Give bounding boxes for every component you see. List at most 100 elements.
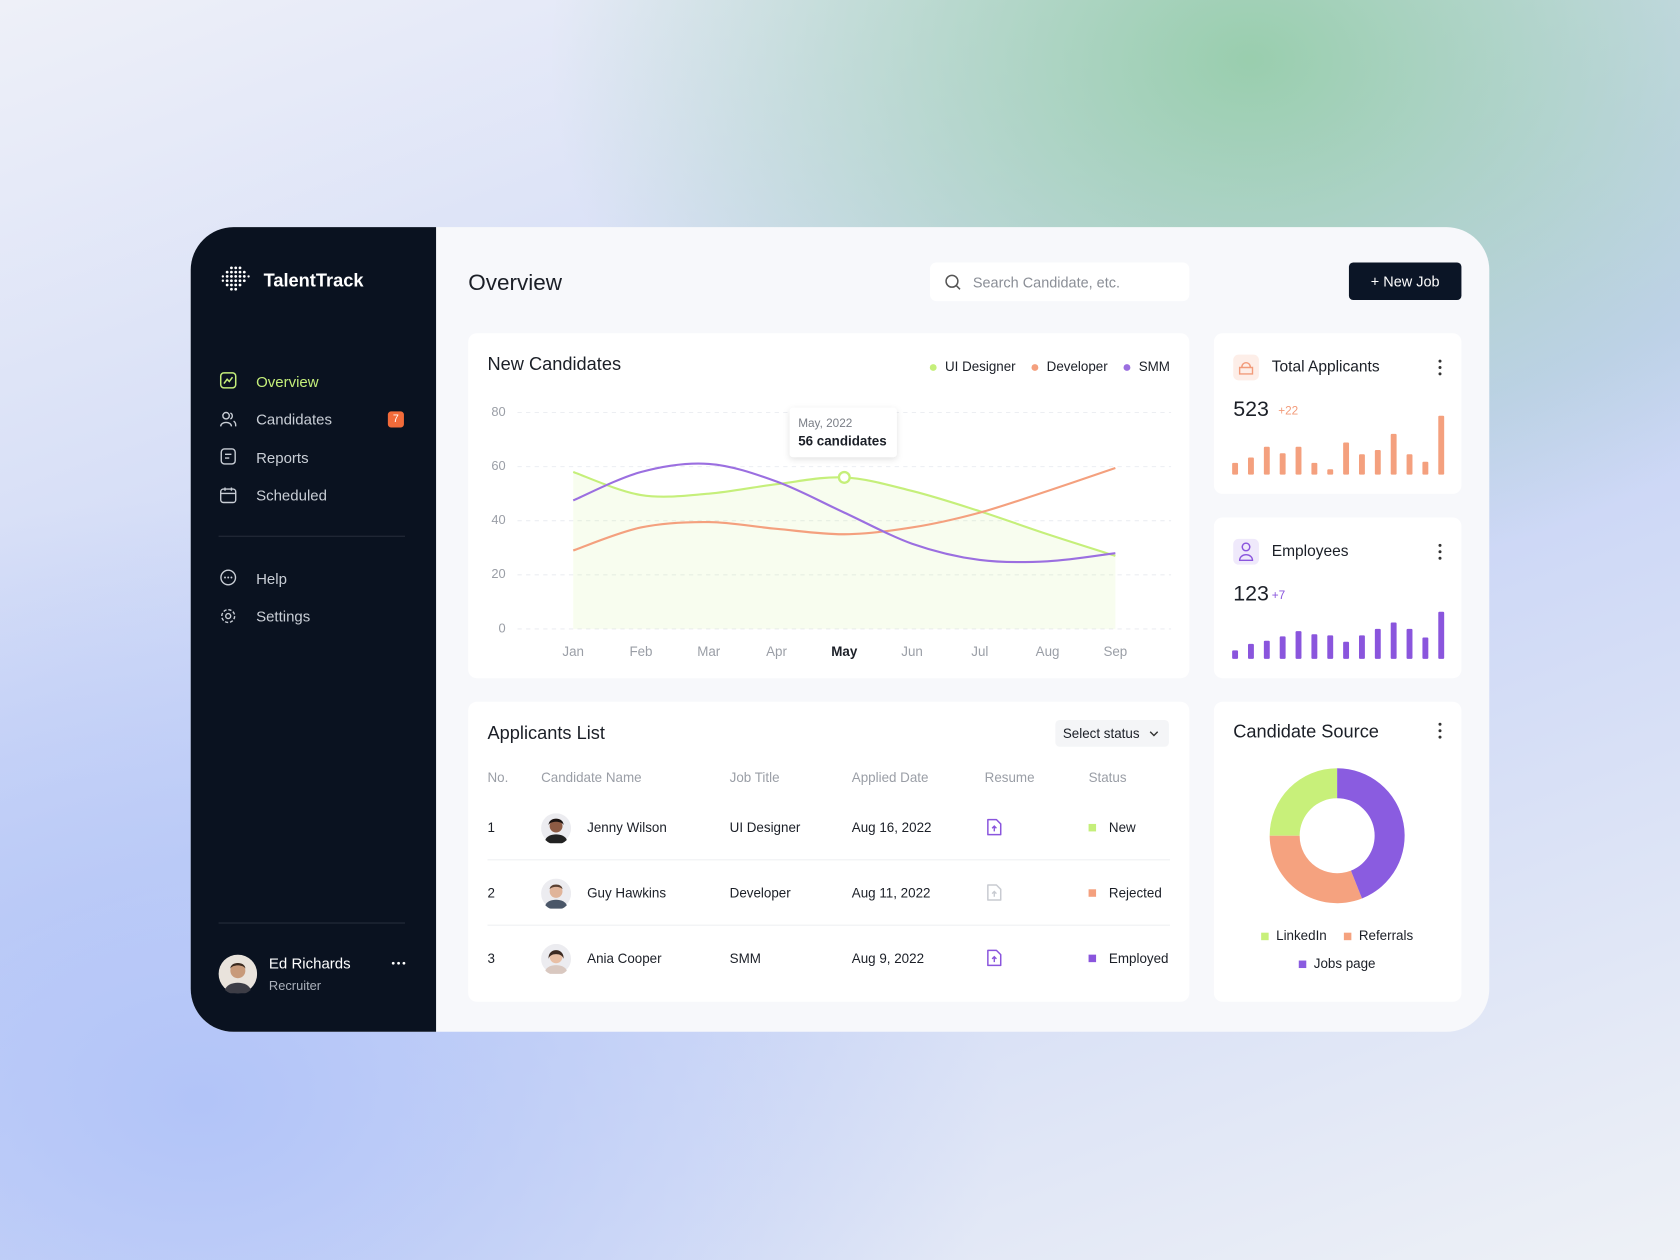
donut-segment bbox=[1269, 835, 1362, 904]
bar bbox=[1390, 433, 1397, 475]
nav-icon bbox=[220, 411, 237, 427]
candidate-avatar bbox=[541, 813, 572, 844]
card-menu[interactable] bbox=[1438, 722, 1442, 739]
job-title: UI Designer bbox=[729, 820, 801, 836]
candidate-avatar bbox=[541, 878, 572, 909]
y-tick-label: 0 bbox=[499, 620, 506, 635]
bar bbox=[1327, 469, 1334, 475]
row-divider bbox=[487, 859, 1171, 861]
donut-segment bbox=[1269, 768, 1338, 836]
area bbox=[573, 472, 1116, 629]
nav-item[interactable]: Reports bbox=[256, 448, 309, 467]
resume-icon[interactable] bbox=[985, 883, 1004, 902]
y-tick-label: 60 bbox=[491, 458, 505, 473]
x-tick-label: Jul bbox=[971, 644, 988, 659]
nav-icon bbox=[220, 487, 237, 504]
bar bbox=[1438, 611, 1445, 659]
chevron bbox=[1149, 731, 1159, 737]
nav-item[interactable]: Overview bbox=[256, 372, 319, 391]
row-number: 1 bbox=[487, 820, 495, 836]
bar-chart: Employees 123 +7 bbox=[1232, 538, 1445, 659]
legend-swatch bbox=[1261, 932, 1269, 941]
x-tick-label: Feb bbox=[629, 644, 652, 659]
search-box[interactable] bbox=[930, 262, 1190, 302]
row-number: 3 bbox=[487, 951, 495, 967]
nav-icon bbox=[221, 608, 236, 624]
bar bbox=[1248, 457, 1254, 475]
bar bbox=[1374, 450, 1381, 475]
legend-dot bbox=[1123, 364, 1131, 371]
bar bbox=[1438, 415, 1445, 475]
legend-label: LinkedIn bbox=[1276, 928, 1327, 943]
bar bbox=[1390, 622, 1397, 659]
user-name: Ed Richards bbox=[268, 954, 351, 972]
chart-title: New Candidates bbox=[488, 354, 622, 374]
brand-name: TalentTrack bbox=[263, 270, 364, 291]
column-header: No. bbox=[487, 770, 509, 786]
bar-chart: Total Applicants 523 +22 bbox=[1232, 354, 1445, 475]
nav-badge-count: 7 bbox=[392, 413, 399, 426]
page-title: Overview bbox=[468, 270, 562, 296]
bar bbox=[1359, 454, 1365, 475]
new-job-button[interactable] bbox=[1348, 262, 1462, 301]
x-tick-label: Sep bbox=[1103, 644, 1127, 659]
resume-icon[interactable] bbox=[985, 948, 1004, 967]
legend-row: Jobs page bbox=[1298, 956, 1376, 971]
user-menu[interactable] bbox=[390, 959, 407, 968]
legend-swatch bbox=[1343, 932, 1352, 941]
bar bbox=[1263, 640, 1270, 659]
line-chart: New Candidates 0 20 40 60 80 Jan Feb Mar Apr May J… bbox=[488, 354, 1172, 659]
job-title: Developer bbox=[729, 885, 791, 901]
line bbox=[572, 462, 1116, 564]
tooltip-title: May, 2022 bbox=[798, 417, 852, 430]
nav-icon bbox=[220, 569, 237, 586]
column-header: Job Title bbox=[729, 770, 780, 786]
nav-item[interactable]: Settings bbox=[256, 607, 311, 625]
applicants-card bbox=[468, 701, 1190, 1002]
status-select[interactable] bbox=[1055, 720, 1169, 747]
candidate-avatar bbox=[541, 943, 572, 974]
status: Employed bbox=[1108, 951, 1169, 967]
donut-chart: Candidate Source LinkedIn Referrals Jobs p… bbox=[1233, 722, 1442, 971]
user-avatar bbox=[218, 954, 258, 994]
bar bbox=[1406, 454, 1413, 475]
bar bbox=[1327, 635, 1334, 659]
bar bbox=[1311, 634, 1318, 659]
table-title: Applicants List bbox=[487, 722, 605, 744]
search-placeholder: Search Candidate, etc. bbox=[972, 274, 1121, 291]
legend-dot bbox=[1031, 364, 1039, 371]
y-tick-label: 20 bbox=[491, 566, 505, 581]
sidebar bbox=[190, 227, 437, 1032]
nav-item[interactable]: Help bbox=[256, 570, 287, 588]
candidate-name: Guy Hawkins bbox=[587, 885, 667, 901]
bar bbox=[1374, 628, 1381, 659]
highlight-point bbox=[837, 470, 851, 484]
legend-label: Jobs page bbox=[1314, 956, 1376, 971]
search-icon bbox=[945, 274, 961, 290]
resume-icon[interactable] bbox=[985, 818, 1004, 837]
nav-icon bbox=[219, 372, 237, 389]
card-icon bbox=[1238, 361, 1254, 375]
legend-swatch bbox=[1298, 960, 1307, 969]
y-tick-label: 80 bbox=[491, 404, 505, 419]
line bbox=[572, 466, 1116, 552]
job-title: SMM bbox=[729, 951, 761, 967]
status: New bbox=[1108, 820, 1136, 836]
card-menu[interactable] bbox=[1438, 359, 1442, 376]
column-header: Candidate Name bbox=[541, 770, 642, 786]
donut-segment bbox=[1337, 768, 1405, 899]
bar bbox=[1279, 636, 1286, 659]
legend-label: Developer bbox=[1047, 359, 1109, 374]
bar bbox=[1359, 635, 1365, 659]
nav-item[interactable]: Scheduled bbox=[256, 486, 327, 504]
x-tick-label: May bbox=[831, 644, 858, 659]
bar bbox=[1295, 631, 1302, 659]
bar bbox=[1295, 446, 1302, 475]
nav-item[interactable]: Candidates bbox=[256, 410, 332, 428]
column-header: Resume bbox=[984, 770, 1035, 786]
card-menu[interactable] bbox=[1438, 543, 1442, 560]
applied-date: Aug 16, 2022 bbox=[851, 820, 932, 836]
candidate-name: Ania Cooper bbox=[587, 951, 662, 967]
bar bbox=[1263, 446, 1270, 475]
